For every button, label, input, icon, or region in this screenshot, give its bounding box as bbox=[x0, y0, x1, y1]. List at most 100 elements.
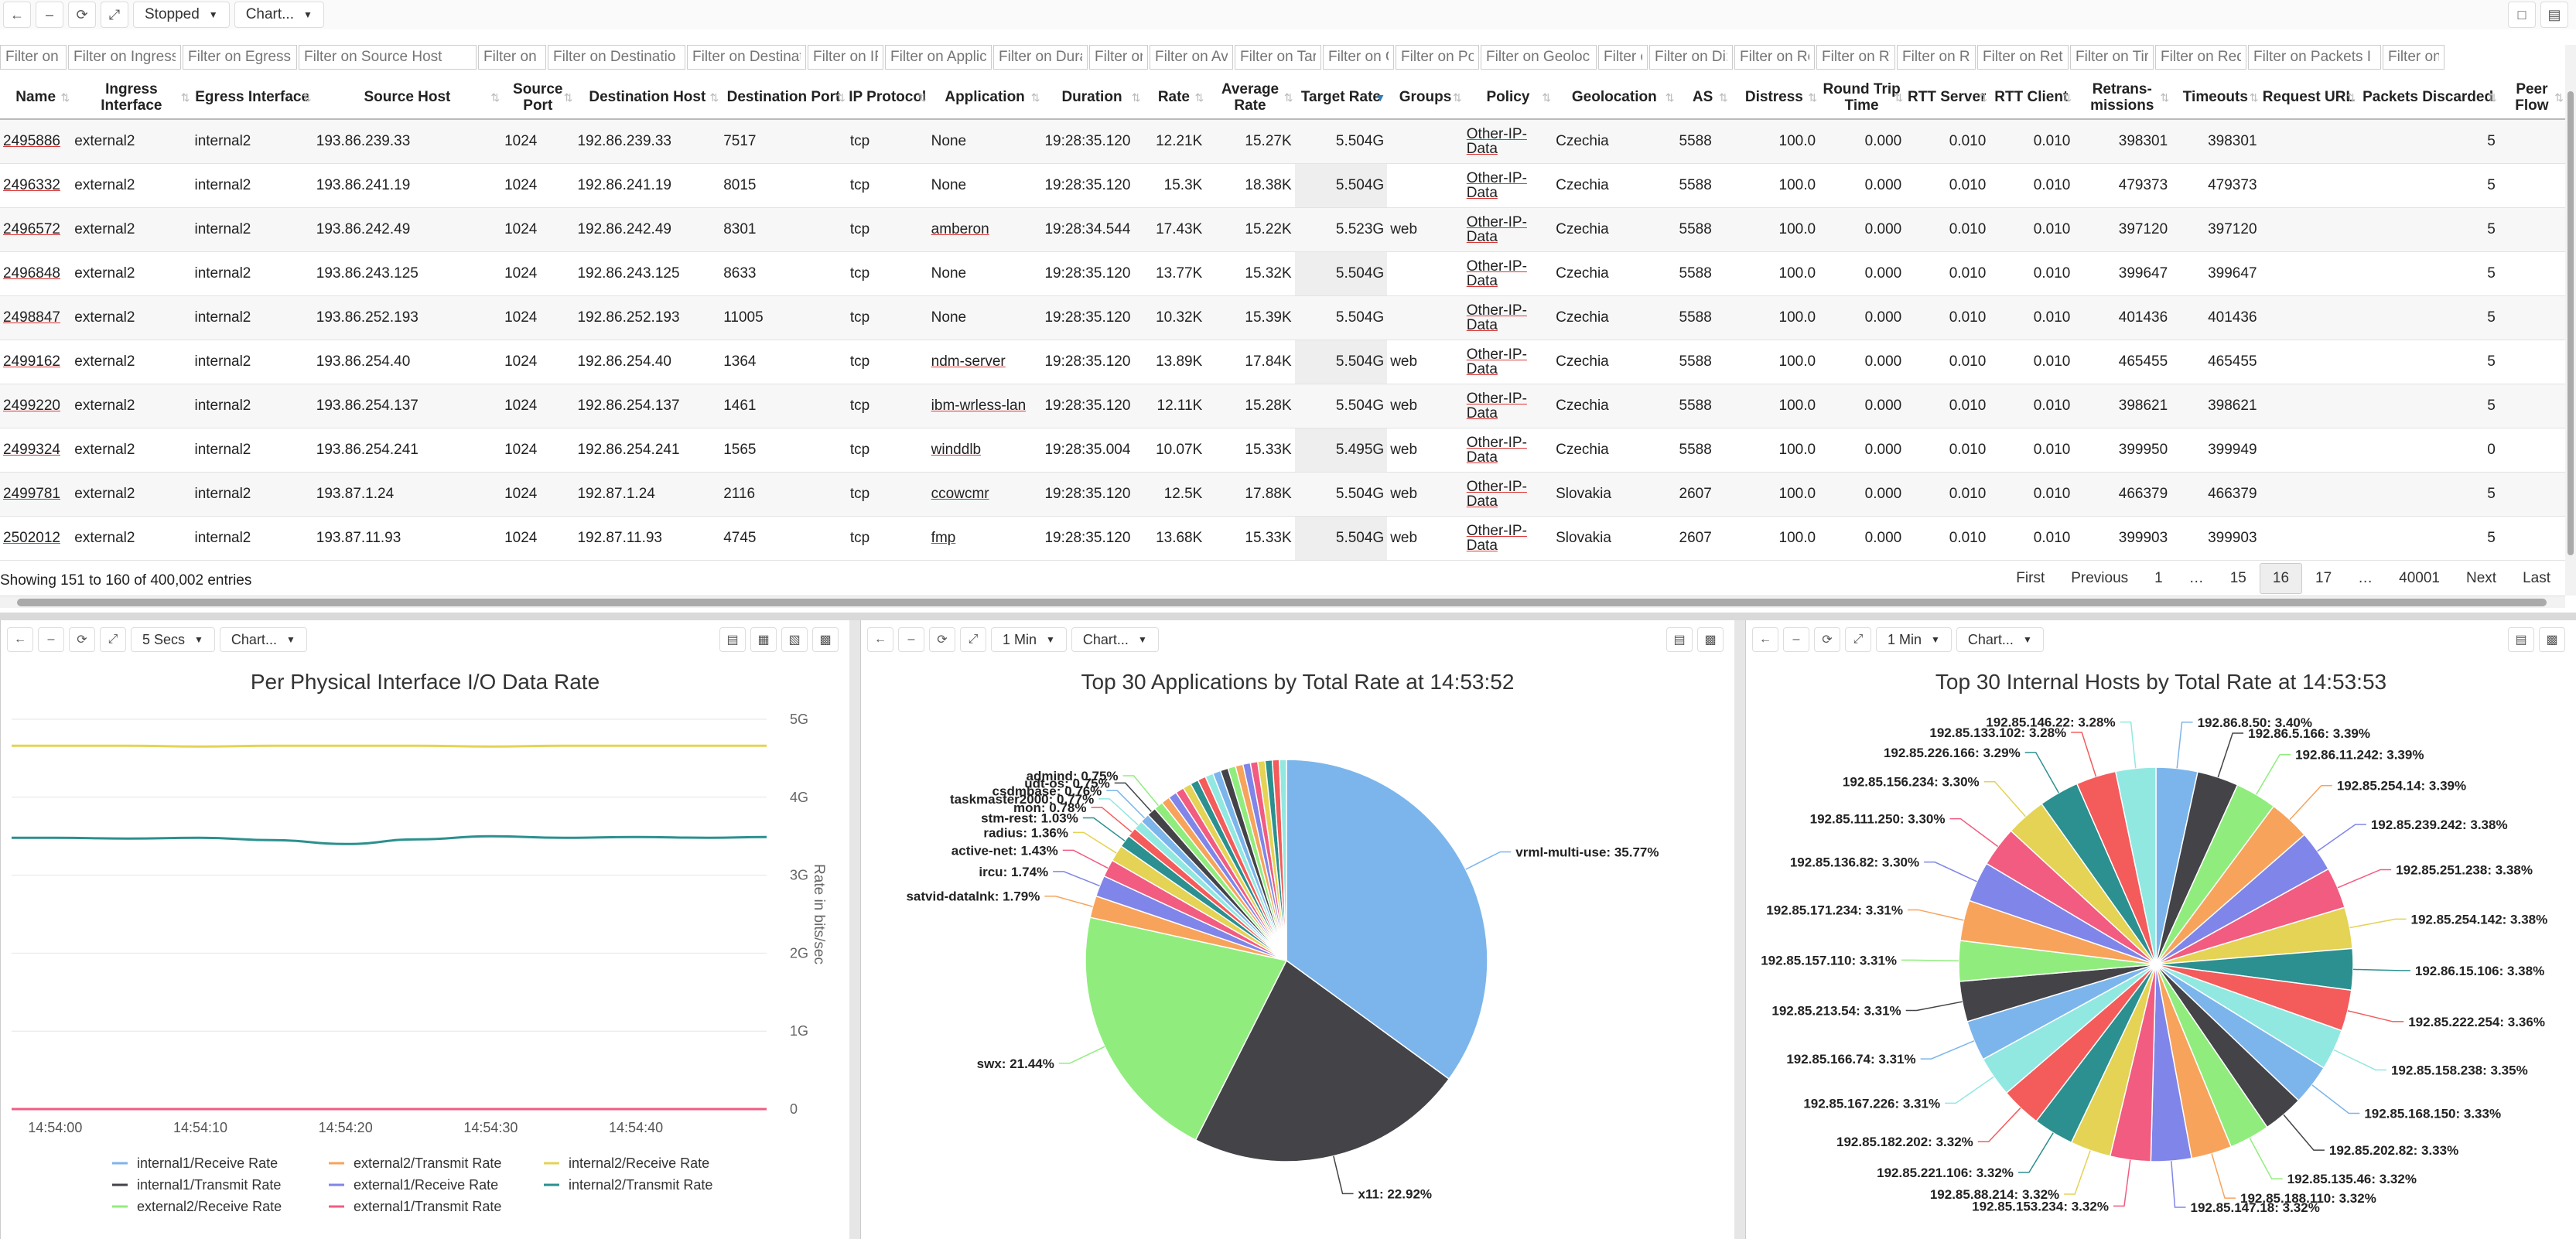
chart-dropdown[interactable]: Chart... ▼ bbox=[219, 627, 307, 652]
column-filter-input[interactable] bbox=[1323, 45, 1394, 70]
panel-divider[interactable] bbox=[1734, 620, 1745, 1239]
refresh-icon[interactable]: ⟳ bbox=[1814, 627, 1840, 652]
back-icon[interactable]: ← bbox=[1752, 627, 1778, 652]
policy-link[interactable]: Other-IP-Data bbox=[1466, 169, 1527, 201]
panel-divider[interactable] bbox=[849, 620, 860, 1239]
flow-link[interactable]: winddlb bbox=[931, 441, 982, 458]
flow-link[interactable]: 2498847 bbox=[3, 309, 60, 326]
document-icon[interactable]: □ bbox=[2508, 2, 2536, 28]
column-header[interactable]: RTT Server bbox=[1905, 76, 1990, 120]
column-filter-input[interactable] bbox=[1150, 45, 1233, 70]
column-filter-input[interactable] bbox=[1977, 45, 2069, 70]
expand-icon[interactable]: ⤢ bbox=[960, 627, 986, 652]
column-header[interactable]: Request URL bbox=[2260, 76, 2358, 120]
scrollbar-thumb[interactable] bbox=[2567, 91, 2574, 555]
interval-dropdown[interactable]: 1 Min ▼ bbox=[1876, 627, 1952, 652]
page-button[interactable]: 17 bbox=[2315, 570, 2332, 586]
column-header[interactable]: Ingress Interface bbox=[71, 76, 192, 120]
page-button[interactable]: … bbox=[2188, 570, 2204, 586]
page-button[interactable]: … bbox=[2358, 570, 2373, 586]
table-row[interactable]: 2496848 external2 internal2 193.86.243.125 1… bbox=[0, 251, 2565, 296]
vertical-scrollbar[interactable] bbox=[2565, 45, 2576, 596]
column-header[interactable]: IP Protocol bbox=[846, 76, 928, 120]
minimize-icon[interactable]: – bbox=[1783, 627, 1809, 652]
column-filter-input[interactable] bbox=[478, 45, 546, 70]
expand-icon[interactable]: ⤢ bbox=[101, 2, 128, 28]
page-button[interactable]: Previous bbox=[2071, 570, 2129, 586]
table-row[interactable]: 2496332 external2 internal2 193.86.241.19 10… bbox=[0, 163, 2565, 208]
back-icon[interactable]: ← bbox=[3, 2, 31, 28]
table-row[interactable]: 2499781 external2 internal2 193.87.1.24 1024… bbox=[0, 472, 2565, 517]
table-row[interactable]: 2502012 external2 internal2 193.87.11.93 102… bbox=[0, 516, 2565, 561]
column-filter-input[interactable] bbox=[1089, 45, 1148, 70]
column-header[interactable]: RTT Client bbox=[1989, 76, 2074, 120]
column-filter-input[interactable] bbox=[1235, 45, 1321, 70]
expand-icon[interactable]: ⤢ bbox=[100, 627, 126, 652]
column-filter-input[interactable] bbox=[2155, 45, 2246, 70]
refresh-icon[interactable]: ⟳ bbox=[69, 627, 95, 652]
column-filter-input[interactable] bbox=[183, 45, 297, 70]
flow-link[interactable]: 2496848 bbox=[3, 265, 60, 282]
column-filter-input[interactable] bbox=[1649, 45, 1733, 70]
column-header[interactable]: Retrans-missions bbox=[2073, 76, 2171, 120]
policy-link[interactable]: Other-IP-Data bbox=[1466, 478, 1527, 510]
column-filter-input[interactable] bbox=[2248, 45, 2381, 70]
flow-link[interactable]: 2499162 bbox=[3, 353, 60, 370]
flow-link[interactable]: 2499220 bbox=[3, 397, 60, 414]
save-icon[interactable]: ▤ bbox=[2540, 2, 2568, 28]
csv-icon[interactable]: ▦ bbox=[750, 627, 777, 652]
column-filter-input[interactable] bbox=[0, 45, 67, 70]
horizontal-scrollbar[interactable] bbox=[0, 596, 2565, 608]
column-filter-input[interactable] bbox=[1396, 45, 1479, 70]
column-header[interactable]: AS bbox=[1676, 76, 1730, 120]
table-row[interactable]: 2496572 external2 internal2 193.86.242.49 10… bbox=[0, 207, 2565, 252]
page-button[interactable]: 1 bbox=[2154, 570, 2163, 586]
table-row[interactable]: 2495886 external2 internal2 193.86.239.33 10… bbox=[0, 119, 2565, 164]
policy-link[interactable]: Other-IP-Data bbox=[1466, 125, 1527, 157]
interval-dropdown[interactable]: 1 Min ▼ bbox=[991, 627, 1067, 652]
save-icon[interactable]: ▤ bbox=[719, 627, 746, 652]
page-button[interactable]: 40001 bbox=[2399, 570, 2440, 586]
column-header[interactable]: Name bbox=[0, 76, 72, 120]
policy-link[interactable]: Other-IP-Data bbox=[1466, 434, 1527, 466]
column-header[interactable]: Packets Discarded bbox=[2357, 76, 2499, 120]
print-icon[interactable]: ▩ bbox=[812, 627, 839, 652]
column-filter-input[interactable] bbox=[299, 45, 477, 70]
column-filter-input[interactable] bbox=[1897, 45, 1976, 70]
splitter[interactable] bbox=[0, 613, 2576, 620]
column-header[interactable]: Round Trip Time bbox=[1819, 76, 1905, 120]
table-row[interactable]: 2499324 external2 internal2 193.86.254.241 1… bbox=[0, 428, 2565, 473]
flow-link[interactable]: fmp bbox=[931, 529, 956, 546]
minimize-icon[interactable]: – bbox=[898, 627, 924, 652]
interval-dropdown[interactable]: 5 Secs ▼ bbox=[131, 627, 215, 652]
save-icon[interactable]: ▤ bbox=[1666, 627, 1693, 652]
column-filter-input[interactable] bbox=[885, 45, 992, 70]
column-header[interactable]: Duration bbox=[1041, 76, 1143, 120]
column-filter-input[interactable] bbox=[1816, 45, 1895, 70]
page-button[interactable]: 15 bbox=[2229, 570, 2246, 586]
page-button[interactable]: Next bbox=[2466, 570, 2497, 586]
flow-link[interactable]: ndm-server bbox=[931, 353, 1006, 370]
flow-link[interactable]: amberon bbox=[931, 220, 989, 237]
policy-link[interactable]: Other-IP-Data bbox=[1466, 213, 1527, 245]
flow-link[interactable]: ibm-wrless-lan bbox=[931, 397, 1027, 414]
column-header[interactable]: Application bbox=[928, 76, 1042, 120]
column-filter-input[interactable] bbox=[1481, 45, 1597, 70]
column-header[interactable]: Destination Port bbox=[720, 76, 847, 120]
column-filter-input[interactable] bbox=[68, 45, 181, 70]
column-header[interactable]: Groups bbox=[1387, 76, 1464, 120]
column-header[interactable]: Policy bbox=[1463, 76, 1553, 120]
column-filter-input[interactable] bbox=[2070, 45, 2154, 70]
save-icon[interactable]: ▤ bbox=[2508, 627, 2534, 652]
column-header[interactable]: Peer Flow bbox=[2498, 76, 2565, 120]
table-row[interactable]: 2498847 external2 internal2 193.86.252.193 1… bbox=[0, 295, 2565, 340]
column-filter-input[interactable] bbox=[548, 45, 685, 70]
flow-link[interactable]: ccowcmr bbox=[931, 485, 989, 502]
column-header[interactable]: Destination Host bbox=[574, 76, 721, 120]
chart-dropdown[interactable]: Chart... ▼ bbox=[1071, 627, 1159, 652]
page-button[interactable]: First bbox=[2016, 570, 2045, 586]
chart-dropdown[interactable]: Chart... ▼ bbox=[234, 2, 324, 28]
flow-link[interactable]: 2499324 bbox=[3, 441, 60, 458]
column-header[interactable]: Average Rate bbox=[1205, 76, 1295, 120]
page-button[interactable]: Last bbox=[2523, 570, 2550, 586]
